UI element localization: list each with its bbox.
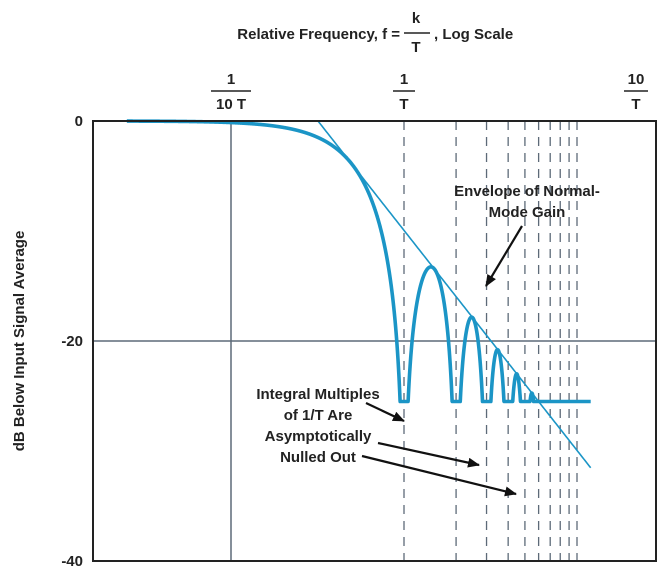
annotation-nulls-line-2: of 1/T Are xyxy=(284,407,353,424)
plot-frame xyxy=(92,120,657,562)
annotation-nulls-line-1: Integral Multiples xyxy=(256,386,379,403)
chart-title-numerator: k xyxy=(412,10,421,27)
x-tick-label-numerator: 10 xyxy=(628,71,645,88)
x-tick-label-numerator: 1 xyxy=(227,71,235,88)
y-tick-label-0: 0 xyxy=(75,113,83,130)
x-tick-label-denominator: 10 T xyxy=(216,96,246,113)
x-tick-0: 1 10 T xyxy=(211,71,251,113)
y-axis-label: dB Below Input Signal Average xyxy=(11,231,28,452)
annotation-nulls-line-3: Asymptotically xyxy=(265,428,372,445)
chart-title-prefix: Relative Frequency, f = xyxy=(237,26,400,43)
chart-title-denominator: T xyxy=(411,39,420,56)
x-tick-label-denominator: T xyxy=(631,96,640,113)
chart-title-suffix: , Log Scale xyxy=(434,26,513,43)
x-tick-label-denominator: T xyxy=(399,96,408,113)
x-tick-2: 10 T xyxy=(624,71,648,113)
annotation-nulls: Integral Multiples of 1/T Are Asymptotic… xyxy=(256,386,517,497)
annotation-envelope: Envelope of Normal- Mode Gain xyxy=(454,183,600,287)
annotation-nulls-line-4: Nulled Out xyxy=(280,449,356,466)
annotation-nulls-arrow-3 xyxy=(361,454,517,497)
annotation-envelope-arrow xyxy=(485,225,523,287)
y-tick-label-neg20: -20 xyxy=(61,333,83,350)
annotation-envelope-line-2: Mode Gain xyxy=(489,204,566,221)
y-tick-label-neg40: -40 xyxy=(61,553,83,570)
x-tick-1: 1 T xyxy=(393,71,415,113)
normal-mode-gain-curve xyxy=(125,119,593,404)
annotation-nulls-arrow-2 xyxy=(377,441,480,468)
annotation-envelope-line-1: Envelope of Normal- xyxy=(454,183,600,200)
x-tick-label-numerator: 1 xyxy=(400,71,408,88)
annotation-nulls-arrow-1 xyxy=(365,402,405,422)
